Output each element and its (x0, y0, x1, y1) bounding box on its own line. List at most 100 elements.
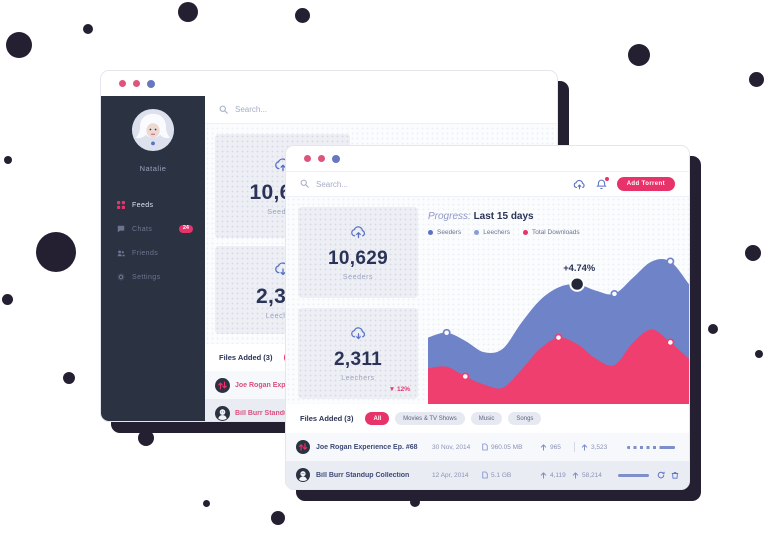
chart-title: Progress: Last 15 days (428, 211, 534, 222)
legend-dot (474, 230, 480, 235)
legend-dot (428, 230, 433, 235)
stat-label: Leechers (265, 312, 300, 320)
cloud-upload-icon (350, 225, 367, 244)
cloud-download-icon (350, 326, 367, 345)
torrent-avatar (296, 468, 310, 482)
window-maximize-button[interactable] (147, 79, 155, 88)
window-close-button[interactable] (119, 80, 126, 87)
decor-blob (63, 372, 75, 384)
search-input[interactable] (316, 179, 426, 189)
stat-value: 2,311 (334, 348, 382, 370)
legend-dot (522, 230, 528, 235)
filter-row: Files Added (3) All Movies & TV Shows Mu… (286, 404, 689, 433)
sidebar-item-chats[interactable]: Chats 24 (101, 217, 205, 241)
chart-legend: Seeders Leechers Total Downloads (428, 229, 689, 236)
upload-icon[interactable] (573, 179, 586, 190)
stat-label: Seeders (342, 273, 374, 281)
legend-item-leechers: Leechers (474, 229, 510, 236)
sidebar: Natalie Feeds Chats 24 (101, 96, 205, 421)
back-window-titlebar (101, 71, 557, 96)
stat-label: Leechers (341, 374, 375, 382)
torrent-row[interactable]: Bill Burr Standup Collection 12 Apr, 201… (286, 461, 689, 489)
torrent-uploaded: 965 (540, 444, 568, 451)
front-window: Add Torrent 10,629 Seeders 2,311 Leecher… (285, 145, 690, 490)
notification-dot (604, 176, 609, 181)
chat-icon (117, 220, 125, 238)
sidebar-item-label: Settings (132, 273, 161, 281)
decor-blob (2, 294, 13, 305)
file-icon (482, 443, 488, 451)
decor-blob (203, 500, 210, 507)
decor-blob (745, 245, 761, 261)
trend-down-badge: ▼ 12% (388, 386, 410, 393)
row-actions (657, 466, 679, 484)
leechers-stat-card: 2,311 Leechers ▼ 12% (298, 308, 418, 399)
sidebar-item-settings[interactable]: Settings (101, 265, 205, 289)
arrow-up-icon (581, 443, 588, 451)
torrent-title: Bill Burr Standup Collection (316, 471, 410, 479)
filter-pill-music[interactable]: Music (470, 412, 503, 425)
torrent-avatar (296, 440, 310, 454)
search-input[interactable] (235, 105, 345, 114)
seeders-stat-card: 10,629 Seeders (298, 207, 418, 298)
chart-annotation: +4.74% (563, 263, 595, 273)
refresh-icon[interactable] (657, 466, 665, 484)
stat-value: 10,629 (328, 247, 388, 269)
search-bar (205, 96, 557, 124)
sidebar-item-friends[interactable]: Friends (101, 241, 205, 265)
bell-icon[interactable] (595, 176, 609, 190)
legend-item-total-downloads: Total Downloads (522, 229, 580, 236)
torrent-downloaded: 3,523 (581, 444, 619, 451)
decor-blob (83, 24, 93, 34)
search-icon (219, 101, 228, 119)
torrent-avatar (215, 377, 230, 393)
stat-label: Seeders (267, 208, 298, 216)
window-minimize-button[interactable] (318, 155, 325, 162)
user-avatar[interactable] (131, 108, 175, 157)
sidebar-item-label: Feeds (132, 201, 154, 209)
decor-blob (36, 232, 76, 272)
trash-icon[interactable] (671, 466, 679, 484)
torrent-size: 960.05 MB (482, 443, 536, 451)
files-added-title: Files Added (3) (219, 353, 273, 362)
filter-pill-songs[interactable]: Songs (508, 412, 542, 425)
progress-chart-panel: Progress: Last 15 days Seeders Leechers … (428, 207, 689, 404)
front-window-titlebar (286, 146, 689, 171)
add-torrent-button[interactable]: Add Torrent (616, 177, 675, 191)
filter-pill-movies[interactable]: Movies & TV Shows (395, 412, 465, 425)
progress-bar (618, 473, 649, 477)
torrent-downloaded: 58,214 (572, 472, 610, 479)
friends-icon (117, 244, 125, 262)
decor-blob (6, 32, 32, 58)
arrow-up-icon (572, 471, 579, 479)
decor-blob (708, 324, 718, 334)
sidebar-item-label: Friends (132, 249, 159, 257)
progress-bar (627, 445, 675, 449)
torrent-title: Joe Rogan Experience Ep. #68 (316, 443, 418, 451)
sidebar-item-feeds[interactable]: Feeds (101, 193, 205, 217)
unread-badge: 24 (178, 224, 193, 234)
filter-pill-all[interactable]: All (365, 412, 390, 425)
search-bar: Add Torrent (286, 171, 689, 197)
legend-item-seeders: Seeders (428, 229, 461, 236)
file-icon (482, 471, 488, 479)
files-added-title: Files Added (3) (300, 414, 354, 423)
torrent-date: 12 Apr, 2014 (432, 471, 469, 479)
window-minimize-button[interactable] (133, 80, 140, 87)
torrent-avatar (215, 405, 230, 421)
divider (574, 442, 575, 452)
torrent-title: Bill Burr Standup Collection (235, 409, 329, 417)
window-close-button[interactable] (304, 155, 311, 162)
decor-blob (4, 156, 12, 164)
window-maximize-button[interactable] (332, 154, 340, 163)
decor-blob (138, 430, 154, 446)
user-name: Natalie (139, 164, 167, 173)
decor-blob (178, 2, 198, 22)
arrow-up-icon (540, 443, 547, 451)
gear-icon (117, 268, 125, 286)
torrent-row[interactable]: Joe Rogan Experience Ep. #68 30 Nov, 201… (286, 433, 689, 461)
sidebar-item-label: Chats (132, 225, 153, 233)
torrent-date: 30 Nov, 2014 (432, 443, 471, 451)
area-chart: +4.74% (428, 242, 689, 404)
decor-blob (295, 8, 310, 23)
